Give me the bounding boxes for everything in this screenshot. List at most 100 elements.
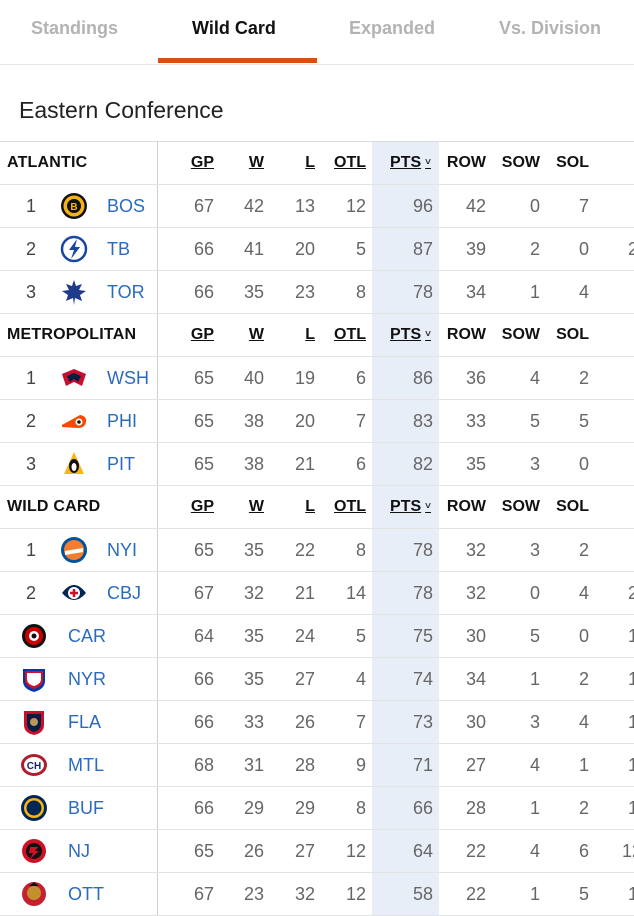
stat-pts: 74	[412, 669, 433, 689]
flyers-logo-icon	[60, 407, 88, 435]
team-abbreviation-link[interactable]: CAR	[68, 626, 107, 646]
column-header-sol[interactable]: SOL	[556, 498, 589, 515]
stat-l: 29	[294, 798, 315, 818]
team-row[interactable]: 1WSH65401968636421	[0, 357, 634, 400]
division-name: METROPOLITAN	[7, 326, 137, 343]
stat-gp: 65	[193, 411, 214, 431]
stat-gp: 67	[193, 583, 214, 603]
stat-l: 19	[294, 368, 315, 388]
column-header-gp[interactable]: GP	[190, 326, 214, 343]
sort-chevron-down-icon: ˅	[425, 329, 431, 340]
hurricanes-logo-icon	[20, 622, 48, 650]
column-header-row[interactable]: ROW	[446, 498, 486, 515]
column-header-gp[interactable]: GP	[190, 498, 214, 515]
pts-column-highlight	[372, 572, 439, 614]
team-row[interactable]: FLA 66 33 26 7 73 30 3 4 16	[0, 701, 634, 744]
column-header-pts[interactable]: PTS ˅	[390, 154, 431, 171]
division-header-row: WILD CARD GP W L OTL PTS ˅ ROW SOW SOL	[0, 486, 634, 529]
stat-otl: 5	[355, 239, 366, 259]
pts-column-highlight	[372, 701, 439, 743]
pts-column-highlight	[372, 185, 439, 227]
column-header-otl[interactable]: OTL	[334, 154, 366, 171]
column-header-sow[interactable]: SOW	[501, 154, 540, 171]
team-abbreviation-link[interactable]: PHI	[107, 411, 138, 431]
stat-sol: 4	[578, 712, 589, 732]
column-header-gp[interactable]: GP	[190, 154, 214, 171]
team-row[interactable]: NYR 66 35 27 4 74 34 1 2 17	[0, 658, 634, 701]
sticky-column	[0, 572, 158, 614]
column-header-sol[interactable]: SOL	[556, 326, 589, 343]
stat-extra: 14	[627, 755, 634, 775]
stat-extra: 16	[627, 712, 634, 732]
stat-l: 23	[294, 282, 315, 302]
team-row[interactable]: 3PIT65382168235302	[0, 443, 634, 486]
column-header-pts[interactable]: PTS ˅	[390, 498, 431, 515]
column-header-w[interactable]: W	[248, 498, 264, 515]
stat-otl: 7	[355, 712, 366, 732]
team-abbreviation-link[interactable]: NYI	[107, 540, 138, 560]
column-header-otl[interactable]: OTL	[334, 498, 366, 515]
column-header-pts[interactable]: PTS ˅	[390, 326, 431, 343]
tab-expanded[interactable]: Expanded	[349, 18, 436, 38]
stat-w: 35	[243, 282, 264, 302]
sticky-column	[0, 529, 158, 571]
team-row[interactable]: 2PHI65382078333552	[0, 400, 634, 443]
column-header-l[interactable]: L	[305, 154, 315, 171]
team-row[interactable]: 2TB664120587392021	[0, 228, 634, 271]
team-row[interactable]: 3TOR66352387834141	[0, 271, 634, 314]
column-header-l[interactable]: L	[305, 326, 315, 343]
rangers-logo-icon	[20, 665, 48, 693]
column-header-sol[interactable]: SOL	[556, 154, 589, 171]
team-abbreviation-link[interactable]: TOR	[107, 282, 145, 302]
team-abbreviation-link[interactable]: NJ	[68, 841, 90, 861]
islanders-logo-icon	[60, 536, 88, 564]
tab-standings[interactable]: Standings	[31, 18, 119, 38]
team-abbreviation-link[interactable]: BUF	[68, 798, 104, 818]
team-abbreviation-link[interactable]: TB	[107, 239, 131, 259]
sticky-column	[0, 830, 158, 872]
team-abbreviation-link[interactable]: FLA	[68, 712, 102, 732]
maple-leafs-logo-icon	[60, 278, 88, 306]
stat-sol: 5	[578, 884, 589, 904]
column-header-w[interactable]: W	[248, 154, 264, 171]
team-abbreviation-link[interactable]: NYR	[68, 669, 107, 689]
stat-sol: 4	[578, 583, 589, 603]
team-row[interactable]: CAR 64 35 24 5 75 30 5 0 19	[0, 615, 634, 658]
stat-pts: 73	[412, 712, 433, 732]
column-header-l[interactable]: L	[305, 498, 315, 515]
team-abbreviation-link[interactable]: BOS	[107, 196, 146, 216]
tab-vs-division[interactable]: Vs. Division	[499, 18, 602, 38]
stat-pts: 86	[412, 368, 433, 388]
team-row[interactable]: NJ 65 26 27 12 64 22 4 6 12-	[0, 830, 634, 873]
stat-gp: 66	[193, 669, 214, 689]
team-abbreviation-link[interactable]: WSH	[107, 368, 149, 388]
column-header-row[interactable]: ROW	[446, 154, 486, 171]
team-abbreviation-link[interactable]: CBJ	[107, 583, 142, 603]
stat-row: 34	[465, 669, 486, 689]
column-header-row[interactable]: ROW	[446, 326, 486, 343]
team-rank: 1	[25, 368, 36, 388]
column-header-w[interactable]: W	[248, 326, 264, 343]
svg-text:B: B	[70, 202, 77, 213]
pts-column-highlight	[372, 830, 439, 872]
team-row[interactable]: 2 CBJ 67 32 21 14 78 32 0 4 20	[0, 572, 634, 615]
team-abbreviation-link[interactable]: OTT	[68, 884, 104, 904]
sticky-column	[0, 314, 158, 356]
stat-sow: 0	[529, 583, 540, 603]
team-row[interactable]: OTT 67 23 32 12 58 22 1 5 17	[0, 873, 634, 916]
pts-column-highlight	[372, 443, 439, 485]
stat-pts: 66	[412, 798, 433, 818]
stat-sol: 2	[578, 368, 589, 388]
column-header-sow[interactable]: SOW	[501, 326, 540, 343]
tab-wild-card[interactable]: Wild Card	[192, 18, 276, 38]
column-header-sow[interactable]: SOW	[501, 498, 540, 515]
team-abbreviation-link[interactable]: PIT	[107, 454, 136, 474]
team-abbreviation-link[interactable]: MTL	[68, 755, 104, 775]
sort-chevron-down-icon: ˅	[425, 157, 431, 168]
team-row[interactable]: CH MTL 68 31 28 9 71 27 4 1 14	[0, 744, 634, 787]
team-row[interactable]: BUF 66 29 29 8 66 28 1 2 19	[0, 787, 634, 830]
stat-row: 34	[465, 282, 486, 302]
column-header-otl[interactable]: OTL	[334, 326, 366, 343]
